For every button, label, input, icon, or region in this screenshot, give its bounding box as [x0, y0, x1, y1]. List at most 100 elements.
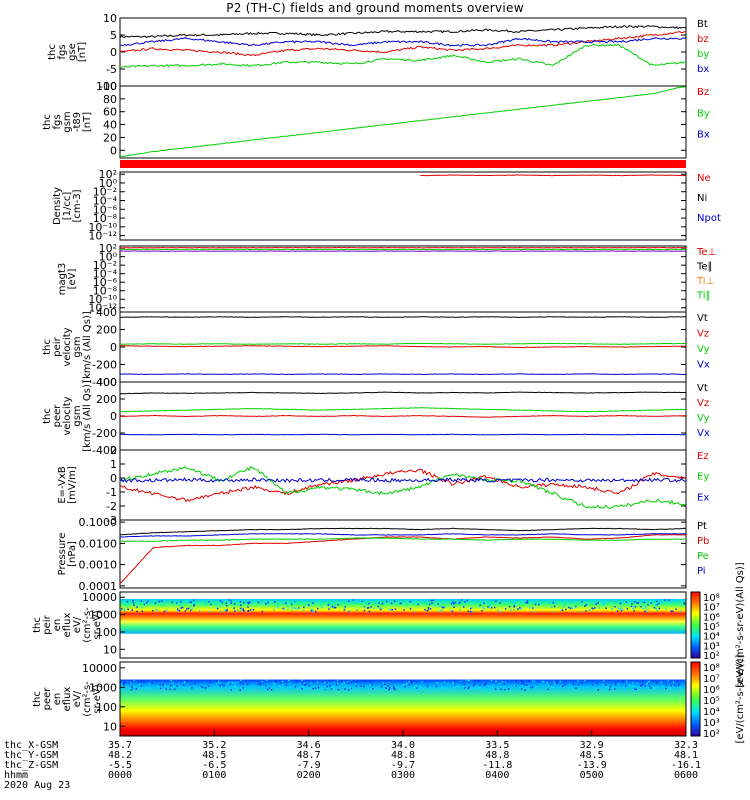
xaxis-y-1: 48.5	[202, 750, 226, 761]
speckle	[417, 688, 419, 690]
speckle	[546, 682, 549, 685]
speckle	[378, 602, 380, 604]
speckle	[592, 608, 594, 610]
speckle	[370, 606, 372, 608]
speckle	[589, 609, 591, 612]
speckle	[562, 685, 564, 688]
ytick-label-temp-0: 10²	[99, 242, 117, 255]
ylabel-temp-1: [eV]	[67, 269, 78, 290]
speckle	[510, 609, 512, 611]
speckle	[626, 684, 629, 686]
speckle	[578, 684, 580, 686]
speckle	[422, 687, 425, 690]
speckle	[362, 600, 365, 603]
speckle	[365, 603, 368, 605]
speckle	[207, 685, 210, 687]
speckle	[363, 685, 365, 688]
speckle	[416, 603, 419, 605]
speckle	[412, 600, 414, 603]
speckle	[363, 609, 366, 612]
speckle	[513, 603, 516, 605]
ytick-label-pressure-3: 0.0001	[79, 580, 118, 593]
speckle	[552, 601, 554, 604]
speckle	[469, 610, 472, 613]
speckle	[683, 602, 685, 604]
speckle	[485, 683, 487, 685]
speckle	[323, 689, 326, 691]
speckle	[597, 602, 599, 604]
speckle	[283, 608, 286, 610]
ylabel-peer-eflux-2: en	[52, 693, 63, 706]
speckle	[452, 683, 454, 685]
speckle	[316, 681, 319, 683]
ytick-label-density-4: 10⁻⁶	[93, 203, 118, 216]
speckle	[477, 680, 480, 683]
speckle	[326, 685, 329, 688]
speckle	[647, 608, 649, 610]
speckle	[388, 688, 390, 691]
speckle	[308, 685, 310, 687]
speckle	[189, 685, 192, 687]
frame-exb	[119, 449, 687, 521]
frame-density	[119, 171, 687, 241]
xaxis-z-4: -11.8	[482, 760, 512, 771]
colorbar-tick-1-5: 10³	[703, 718, 720, 729]
speckle	[404, 685, 407, 688]
speckle	[541, 680, 544, 683]
speckle	[619, 602, 622, 605]
speckle	[495, 600, 497, 602]
speckle	[355, 609, 358, 611]
speckle	[447, 682, 449, 684]
panel-pressure: 0.1000 0.0100 0.0010 0.0001 Pt Pb Pe Pi	[79, 516, 710, 593]
ylabel-peer-eflux-0: thc	[32, 691, 43, 707]
speckle	[574, 606, 577, 609]
speckle	[132, 599, 134, 602]
frame-fgsdiff	[119, 85, 687, 159]
speckle	[464, 686, 466, 689]
speckle	[505, 681, 507, 683]
speckle	[390, 609, 392, 611]
ylabel-pressure-1: [nPa]	[67, 541, 78, 567]
speckle	[265, 603, 267, 605]
speckle	[454, 601, 457, 604]
speckle	[644, 685, 646, 687]
speckle	[508, 606, 511, 608]
xaxis-x-1: 35.2	[202, 740, 226, 751]
speckle	[371, 683, 373, 686]
speckle	[656, 603, 658, 606]
speckle	[129, 681, 132, 684]
speckle	[128, 687, 131, 690]
speckle	[500, 688, 502, 691]
speckle	[454, 684, 456, 686]
speckle	[333, 607, 336, 609]
speckle	[377, 605, 379, 608]
legend-peirvel-2: Vy	[697, 344, 710, 355]
xaxis-x-2: 34.6	[297, 740, 321, 751]
ylabel-peirvel-3: gsm	[72, 336, 83, 357]
speckle	[320, 604, 322, 606]
ytick-label-density-6: 10⁻¹⁰	[88, 221, 117, 234]
speckle	[463, 683, 466, 686]
series-peervel-Vt	[119, 391, 687, 395]
speckle	[154, 602, 157, 604]
speckle	[578, 685, 580, 687]
speckle	[276, 603, 279, 605]
speckle	[133, 604, 135, 606]
ylabel-peervel-3: gsm	[72, 405, 83, 426]
speckle	[655, 607, 657, 610]
speckle	[295, 680, 298, 682]
speckle	[608, 687, 611, 690]
speckle	[148, 687, 150, 689]
speckle	[302, 685, 304, 688]
speckle	[225, 602, 227, 605]
speckle	[289, 682, 291, 685]
speckle	[479, 684, 481, 686]
speckle	[208, 610, 211, 613]
speckle	[355, 685, 357, 687]
speckle	[439, 605, 442, 607]
ytick-label-temp-1: 10⁰	[99, 251, 118, 264]
speckle	[158, 600, 161, 603]
speckle	[181, 606, 184, 609]
speckle	[232, 688, 234, 691]
